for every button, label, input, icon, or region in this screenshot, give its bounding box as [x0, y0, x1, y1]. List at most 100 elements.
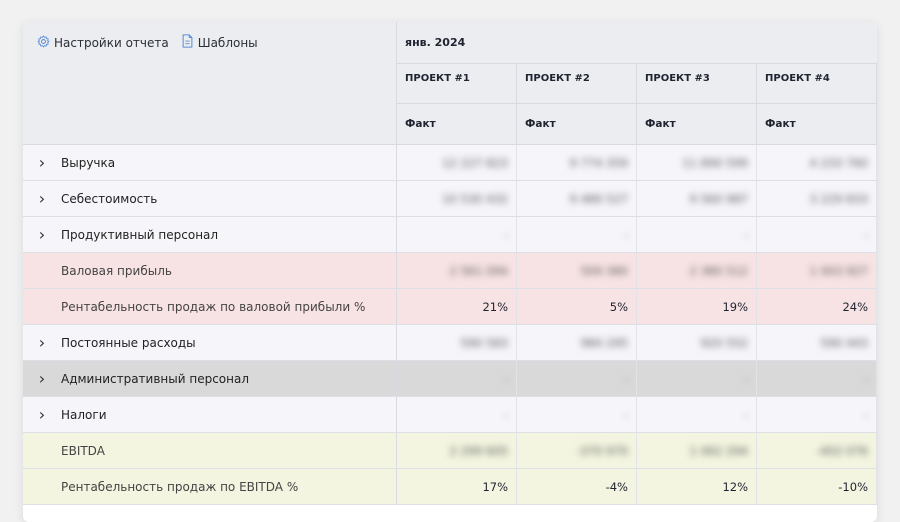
value-cell: 2 380 512 — [637, 253, 757, 288]
cell-value: 5% — [609, 299, 628, 314]
gear-icon — [37, 35, 54, 51]
cell-value: 2 380 512 — [689, 263, 748, 278]
row-label-cell[interactable]: › Продуктивный персонал — [23, 217, 397, 252]
value-cell: - — [757, 397, 877, 432]
row-label-cell[interactable]: › Выручка — [23, 145, 397, 180]
row-label: Себестоимость — [61, 191, 158, 206]
cell-value: 9 489 527 — [569, 191, 628, 206]
table-row[interactable]: › Постоянные расходы 590 583 984 295 920 552… — [23, 325, 877, 361]
value-cell: 21% — [397, 289, 517, 324]
value-cell: 9 560 987 — [637, 181, 757, 216]
table-row: Валовая прибыль 2 561 094 509 380 2 380 512… — [23, 253, 877, 289]
table-body: › Выручка 12 227 823 9 774 359 11 890 599 4 2… — [23, 145, 877, 505]
cell-value: - — [623, 227, 628, 242]
value-cell: -10% — [757, 469, 877, 504]
cell-value: 1 062 294 — [689, 443, 748, 458]
value-cell: - — [397, 361, 517, 396]
value-cell: 11 890 599 — [637, 145, 757, 180]
table-row[interactable]: › Выручка 12 227 823 9 774 359 11 890 599 4 2… — [23, 145, 877, 181]
project-column-header[interactable]: ПРОЕКТ #2 — [517, 64, 637, 103]
settings-button[interactable]: Настройки отчета — [37, 35, 169, 51]
row-label-cell[interactable]: › Налоги — [23, 397, 397, 432]
cell-value: - — [503, 371, 508, 386]
project-column-header[interactable]: ПРОЕКТ #4 — [757, 64, 877, 103]
table-row[interactable]: › Продуктивный персонал - - - - — [23, 217, 877, 253]
table-row[interactable]: › Себестоимость 10 530 432 9 489 527 9 560 9… — [23, 181, 877, 217]
value-cell: - — [397, 397, 517, 432]
value-cell: 2 561 094 — [397, 253, 517, 288]
cell-value: -402 076 — [816, 443, 868, 458]
value-cell: 1 062 294 — [637, 433, 757, 468]
cell-value: 9 774 359 — [569, 155, 628, 170]
value-cell: 17% — [397, 469, 517, 504]
row-label-cell: Рентабельность продаж по EBITDA % — [23, 469, 397, 504]
row-label: Валовая прибыль — [61, 263, 172, 278]
row-label-cell: EBITDA — [23, 433, 397, 468]
row-label: Постоянные расходы — [61, 335, 196, 350]
value-cell: 5% — [517, 289, 637, 324]
value-cell: -402 076 — [757, 433, 877, 468]
cell-value: - — [743, 407, 748, 422]
row-label: Рентабельность продаж по валовой прибыли… — [61, 299, 366, 314]
value-cell: -370 970 — [517, 433, 637, 468]
table-row: Рентабельность продаж по EBITDA % 17% -4% 1… — [23, 469, 877, 505]
row-label: Выручка — [61, 155, 116, 170]
cell-value: 10 530 432 — [442, 191, 508, 206]
cell-value: - — [623, 407, 628, 422]
row-label: Рентабельность продаж по EBITDA % — [61, 479, 299, 494]
value-cell: 9 774 359 — [517, 145, 637, 180]
cell-value: - — [743, 371, 748, 386]
cell-value: 21% — [482, 299, 508, 314]
value-cell: - — [517, 361, 637, 396]
value-cell: - — [637, 217, 757, 252]
value-cell: 984 295 — [517, 325, 637, 360]
row-label: Налоги — [61, 407, 107, 422]
fact-column-header: Факт — [517, 104, 637, 145]
chevron-right-icon[interactable]: › — [38, 405, 46, 424]
cell-value: - — [623, 371, 628, 386]
table-row[interactable]: › Административный персонал - - - - — [23, 361, 877, 397]
project-header-row: ПРОЕКТ #1 ПРОЕКТ #2 ПРОЕКТ #3 ПРОЕКТ #4 — [397, 63, 877, 104]
cell-value: - — [503, 227, 508, 242]
row-label-cell: Рентабельность продаж по валовой прибыли… — [23, 289, 397, 324]
chevron-right-icon[interactable]: › — [38, 333, 46, 352]
chevron-right-icon[interactable]: › — [38, 189, 46, 208]
cell-value: 12% — [722, 479, 748, 494]
cell-value: -370 970 — [576, 443, 628, 458]
row-label-cell[interactable]: › Административный персонал — [23, 361, 397, 396]
value-cell: 920 552 — [637, 325, 757, 360]
row-label-cell[interactable]: › Постоянные расходы — [23, 325, 397, 360]
cell-value: - — [503, 407, 508, 422]
fact-column-header: Факт — [637, 104, 757, 145]
left-header: Настройки отчета Шаблоны — [23, 22, 397, 145]
value-cell: 12% — [637, 469, 757, 504]
cell-value: 11 890 599 — [682, 155, 748, 170]
value-cell: 590 583 — [397, 325, 517, 360]
value-cell: 3 229 833 — [757, 181, 877, 216]
cell-value: 984 295 — [580, 335, 628, 350]
cell-value: 1 003 927 — [809, 263, 868, 278]
cell-value: -10% — [838, 479, 868, 494]
fact-column-header: Факт — [757, 104, 877, 145]
project-column-header[interactable]: ПРОЕКТ #3 — [637, 64, 757, 103]
table-row: Рентабельность продаж по валовой прибыли… — [23, 289, 877, 325]
chevron-right-icon[interactable]: › — [38, 369, 46, 388]
cell-value: 17% — [482, 479, 508, 494]
value-cell: - — [517, 397, 637, 432]
row-label: Продуктивный персонал — [61, 227, 219, 242]
row-label-cell: Валовая прибыль — [23, 253, 397, 288]
project-column-header[interactable]: ПРОЕКТ #1 — [397, 64, 517, 103]
chevron-right-icon[interactable]: › — [38, 225, 46, 244]
cell-value: 590 583 — [460, 335, 508, 350]
cell-value: 3 229 833 — [809, 191, 868, 206]
table-row[interactable]: › Налоги - - - - — [23, 397, 877, 433]
cell-value: 24% — [842, 299, 868, 314]
templates-button[interactable]: Шаблоны — [181, 34, 258, 51]
row-label-cell[interactable]: › Себестоимость — [23, 181, 397, 216]
cell-value: 12 227 823 — [442, 155, 508, 170]
right-header: янв. 2024 ПРОЕКТ #1 ПРОЕКТ #2 ПРОЕКТ #3 … — [397, 22, 877, 145]
cell-value: 2 561 094 — [449, 263, 508, 278]
chevron-right-icon[interactable]: › — [38, 153, 46, 172]
value-cell: -4% — [517, 469, 637, 504]
value-cell: 509 380 — [517, 253, 637, 288]
